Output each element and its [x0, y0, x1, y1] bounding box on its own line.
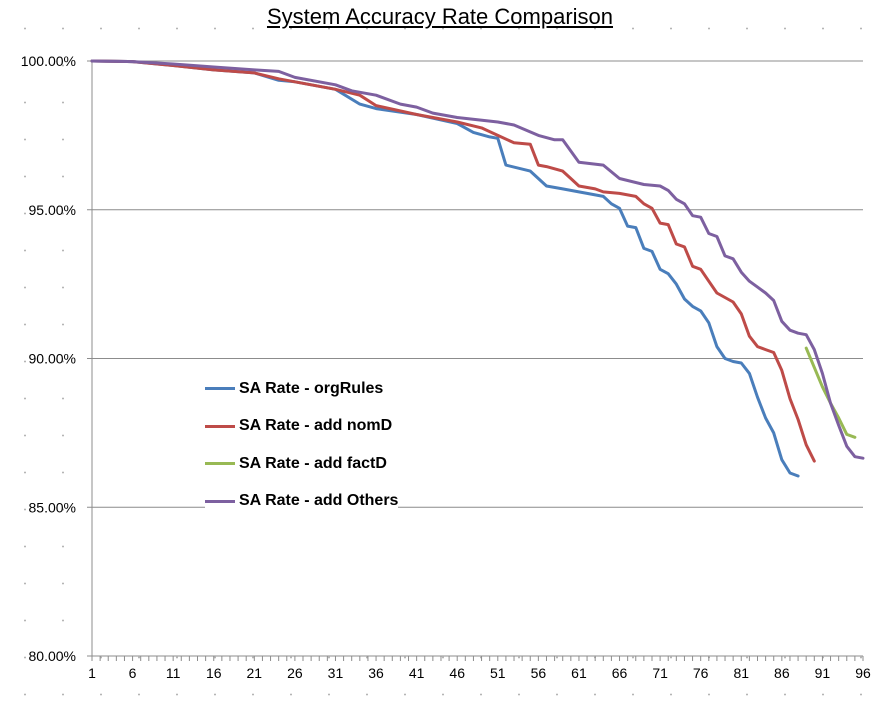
x-tick-label: 81 — [733, 665, 749, 681]
y-tick-label: 90.00% — [29, 351, 76, 367]
y-tick-label: 85.00% — [29, 499, 76, 515]
series-line-1 — [90, 59, 816, 463]
legend-swatch — [205, 424, 235, 428]
x-tick-label: 1 — [88, 665, 96, 681]
x-tick-label: 96 — [855, 665, 871, 681]
y-tick-label: 95.00% — [29, 202, 76, 218]
x-tick-label: 76 — [693, 665, 709, 681]
legend-item: SA Rate - add factD — [205, 445, 398, 483]
x-tick-label: 46 — [449, 665, 465, 681]
x-tick-label: 41 — [409, 665, 425, 681]
x-tick-label: 86 — [774, 665, 790, 681]
x-tick-label: 31 — [328, 665, 344, 681]
x-tick-label: 66 — [612, 665, 628, 681]
legend-swatch — [205, 387, 235, 391]
x-tick-label: 26 — [287, 665, 303, 681]
chart-title: System Accuracy Rate Comparison — [266, 4, 614, 29]
legend: SA Rate - orgRules SA Rate - add nomD SA R… — [205, 370, 399, 521]
x-tick-label: 21 — [247, 665, 263, 681]
x-tick-label: 56 — [531, 665, 547, 681]
x-tick-label: 61 — [571, 665, 587, 681]
legend-label: SA Rate - add Others — [239, 492, 399, 510]
series-line-3 — [90, 59, 865, 460]
legend-item: SA Rate - add nomD — [205, 408, 398, 446]
y-tick-label: 80.00% — [29, 648, 76, 664]
y-tick-label: 100.00% — [21, 53, 76, 69]
legend-item: SA Rate - add Others — [205, 483, 398, 521]
legend-swatch — [205, 462, 235, 466]
x-tick-label: 11 — [166, 665, 181, 681]
legend-label: SA Rate - add factD — [239, 454, 387, 472]
x-tick-label: 36 — [368, 665, 384, 681]
legend-item: SA Rate - orgRules — [205, 370, 398, 408]
series-line-0 — [90, 59, 800, 478]
x-tick-label: 51 — [490, 665, 506, 681]
x-tick-label: 6 — [129, 665, 137, 681]
x-tick-label: 71 — [652, 665, 668, 681]
legend-label: SA Rate - add nomD — [239, 417, 393, 435]
x-tick-label: 91 — [815, 665, 831, 681]
legend-swatch — [205, 499, 235, 503]
x-tick-label: 16 — [206, 665, 222, 681]
legend-label: SA Rate - orgRules — [239, 379, 384, 397]
